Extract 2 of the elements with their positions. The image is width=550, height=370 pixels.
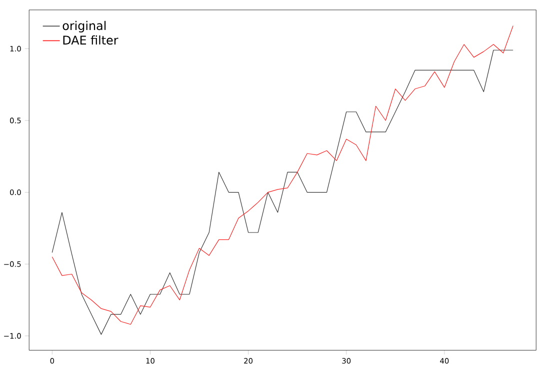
legend-label: original <box>62 20 106 32</box>
legend-label: DAE filter <box>63 35 118 45</box>
